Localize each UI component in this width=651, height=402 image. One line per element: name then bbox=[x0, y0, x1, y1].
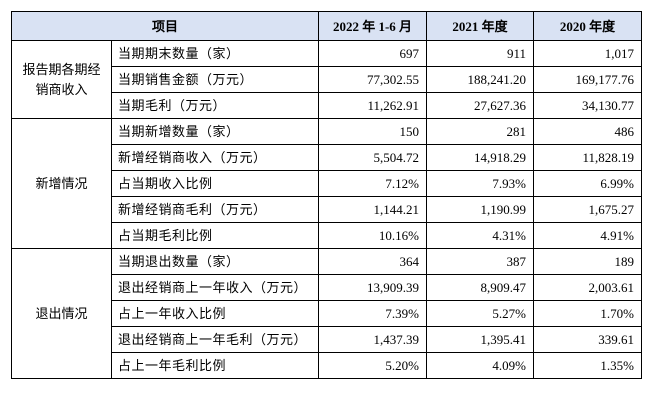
value-cell: 7.12% bbox=[318, 170, 428, 197]
table-row: 退出经销商上一年收入（万元） 13,909.39 8,909.47 2,003.61 bbox=[12, 274, 643, 301]
value-cell: 1,017 bbox=[533, 40, 643, 67]
row-item-label: 占当期毛利比例 bbox=[110, 222, 320, 249]
header-item: 项目 bbox=[10, 11, 320, 41]
table-row: 占当期收入比例 7.12% 7.93% 6.99% bbox=[12, 170, 643, 197]
table-row: 占当期毛利比例 10.16% 4.31% 4.91% bbox=[12, 222, 643, 249]
row-item-label: 当期退出数量（家） bbox=[110, 248, 320, 275]
table-row: 占上一年毛利比例 5.20% 4.09% 1.35% bbox=[12, 352, 643, 379]
value-cell: 77,302.55 bbox=[318, 66, 428, 93]
value-cell: 1,395.41 bbox=[426, 326, 535, 353]
table-row: 占上一年收入比例 7.39% 5.27% 1.70% bbox=[12, 300, 643, 327]
header-2021: 2021 年度 bbox=[426, 11, 535, 41]
table-row: 当期毛利（万元） 11,262.91 27,627.36 34,130.77 bbox=[12, 92, 643, 119]
value-cell: 5.20% bbox=[318, 352, 428, 379]
value-cell: 4.91% bbox=[533, 222, 643, 249]
value-cell: 188,241.20 bbox=[426, 66, 535, 93]
value-cell: 1,144.21 bbox=[318, 196, 428, 223]
value-cell: 27,627.36 bbox=[426, 92, 535, 119]
row-item-label: 新增经销商毛利（万元） bbox=[110, 196, 320, 223]
table-row: 当期销售金额（万元） 77,302.55 188,241.20 169,177.76 bbox=[12, 66, 643, 93]
value-cell: 1,437.39 bbox=[318, 326, 428, 353]
value-cell: 1.70% bbox=[533, 300, 643, 327]
value-cell: 150 bbox=[318, 118, 428, 145]
value-cell: 486 bbox=[533, 118, 643, 145]
row-item-label: 退出经销商上一年收入（万元） bbox=[110, 274, 320, 301]
value-cell: 13,909.39 bbox=[318, 274, 428, 301]
row-item-label: 占上一年毛利比例 bbox=[110, 352, 320, 379]
value-cell: 14,918.29 bbox=[426, 144, 535, 171]
value-cell: 11,262.91 bbox=[318, 92, 428, 119]
table-row: 新增经销商收入（万元） 5,504.72 14,918.29 11,828.19 bbox=[12, 144, 643, 171]
value-cell: 5.27% bbox=[426, 300, 535, 327]
header-2022h1: 2022 年 1-6 月 bbox=[318, 11, 428, 41]
row-item-label: 退出经销商上一年毛利（万元） bbox=[110, 326, 320, 353]
value-cell: 387 bbox=[426, 248, 535, 275]
value-cell: 7.93% bbox=[426, 170, 535, 197]
value-cell: 8,909.47 bbox=[426, 274, 535, 301]
group-label: 报告期各期经销商收入 bbox=[11, 40, 112, 119]
group-label: 新增情况 bbox=[11, 118, 112, 249]
value-cell: 364 bbox=[318, 248, 428, 275]
table-row: 退出情况 当期退出数量（家） 364 387 189 bbox=[11, 248, 643, 379]
value-cell: 2,003.61 bbox=[533, 274, 643, 301]
value-cell: 10.16% bbox=[318, 222, 428, 249]
table-row: 报告期各期经销商收入 当期期末数量（家） 697 911 1,017 bbox=[11, 40, 643, 119]
value-cell: 4.31% bbox=[426, 222, 535, 249]
row-item-label: 当期毛利（万元） bbox=[110, 92, 320, 119]
table-row: 新增情况 当期新增数量（家） 150 281 486 bbox=[11, 118, 643, 249]
group-label: 退出情况 bbox=[11, 248, 112, 379]
value-cell: 11,828.19 bbox=[533, 144, 643, 171]
value-cell: 189 bbox=[533, 248, 643, 275]
dealer-revenue-table: 项目 2022 年 1-6 月 2021 年度 2020 年度 报告期各期经销商… bbox=[10, 11, 643, 379]
value-cell: 1,675.27 bbox=[533, 196, 643, 223]
table-row: 新增经销商毛利（万元） 1,144.21 1,190.99 1,675.27 bbox=[12, 196, 643, 223]
row-item-label: 占当期收入比例 bbox=[110, 170, 320, 197]
table-header-row: 项目 2022 年 1-6 月 2021 年度 2020 年度 bbox=[10, 11, 643, 41]
value-cell: 339.61 bbox=[533, 326, 643, 353]
row-item-label: 新增经销商收入（万元） bbox=[110, 144, 320, 171]
row-item-label: 占上一年收入比例 bbox=[110, 300, 320, 327]
value-cell: 169,177.76 bbox=[533, 66, 643, 93]
value-cell: 1.35% bbox=[533, 352, 643, 379]
row-item-label: 当期销售金额（万元） bbox=[110, 66, 320, 93]
value-cell: 697 bbox=[318, 40, 428, 67]
value-cell: 1,190.99 bbox=[426, 196, 535, 223]
value-cell: 6.99% bbox=[533, 170, 643, 197]
value-cell: 4.09% bbox=[426, 352, 535, 379]
value-cell: 7.39% bbox=[318, 300, 428, 327]
value-cell: 5,504.72 bbox=[318, 144, 428, 171]
header-2020: 2020 年度 bbox=[533, 11, 643, 41]
value-cell: 34,130.77 bbox=[533, 92, 643, 119]
value-cell: 911 bbox=[426, 40, 535, 67]
row-item-label: 当期期末数量（家） bbox=[110, 40, 320, 67]
value-cell: 281 bbox=[426, 118, 535, 145]
row-item-label: 当期新增数量（家） bbox=[110, 118, 320, 145]
